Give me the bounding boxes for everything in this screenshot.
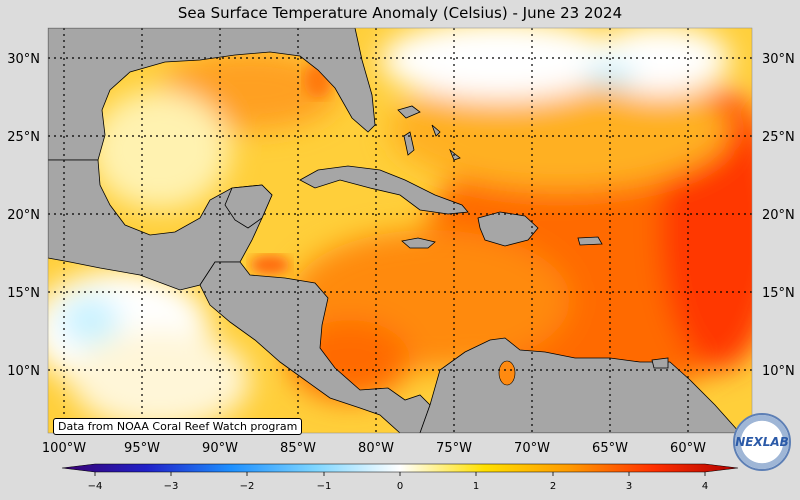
colorbar-tick: −3: [164, 481, 179, 492]
land-yucatan: [224, 184, 273, 229]
colorbar-tick: −1: [317, 481, 332, 492]
latitude-labels-left: 30°N 25°N 20°N 15°N 10°N: [7, 52, 40, 379]
lon-label-70w: 70°W: [514, 441, 550, 456]
lat-label-right-15n: 15°N: [762, 286, 795, 301]
lon-label-80w: 80°W: [358, 441, 394, 456]
land-south-america: [419, 337, 741, 433]
land: [48, 28, 741, 433]
nexlab-logo: NEXLAB: [733, 413, 791, 471]
longitude-labels: 100°W 95°W 90°W 85°W 80°W 75°W 70°W 65°W…: [42, 441, 706, 456]
land-trinidad: [651, 357, 669, 369]
graticule: [48, 28, 752, 433]
lon-label-85w: 85°W: [280, 441, 316, 456]
land-puerto-rico: [577, 236, 603, 246]
land-central-america: [199, 261, 431, 433]
nexlab-logo-text: NEXLAB: [735, 435, 789, 449]
lat-label-right-10n: 10°N: [762, 364, 795, 379]
lon-label-95w: 95°W: [124, 441, 160, 456]
colorbar-tick: 3: [626, 481, 632, 492]
colorbar-tick: 2: [550, 481, 556, 492]
colorbar-tick: 0: [397, 481, 403, 492]
colorbar-tick: 1: [473, 481, 479, 492]
lat-label-right-25n: 25°N: [762, 130, 795, 145]
lat-label-20n: 20°N: [7, 208, 40, 223]
data-credit: Data from NOAA Coral Reef Watch program: [53, 418, 303, 435]
latitude-labels-right: 30°N 25°N 20°N 15°N 10°N: [762, 52, 795, 379]
land-hispaniola: [477, 211, 539, 247]
colorbar-scale: [61, 463, 739, 473]
lon-label-100w: 100°W: [42, 441, 86, 456]
lon-label-90w: 90°W: [202, 441, 238, 456]
map-frame: [47, 27, 753, 434]
land-north-america: [48, 28, 376, 161]
colorbar-tick: −4: [88, 481, 103, 492]
lon-label-60w: 60°W: [670, 441, 706, 456]
lat-label-30n: 30°N: [7, 52, 40, 67]
colorbar-tick: 4: [702, 481, 708, 492]
land-cuba: [299, 165, 469, 215]
lon-label-65w: 65°W: [592, 441, 628, 456]
lat-label-right-30n: 30°N: [762, 52, 795, 67]
lat-label-15n: 15°N: [7, 286, 40, 301]
colorbar-tick: −2: [240, 481, 255, 492]
lon-label-75w: 75°W: [436, 441, 472, 456]
lat-label-right-20n: 20°N: [762, 208, 795, 223]
lake-maracaibo: [498, 360, 516, 386]
lat-label-25n: 25°N: [7, 130, 40, 145]
colorbar: −4 −3 −2 −1 0 1 2 3 4: [61, 463, 739, 492]
land-jamaica: [401, 237, 436, 249]
map-title: Sea Surface Temperature Anomaly (Celsius…: [177, 4, 623, 22]
lat-label-10n: 10°N: [7, 364, 40, 379]
